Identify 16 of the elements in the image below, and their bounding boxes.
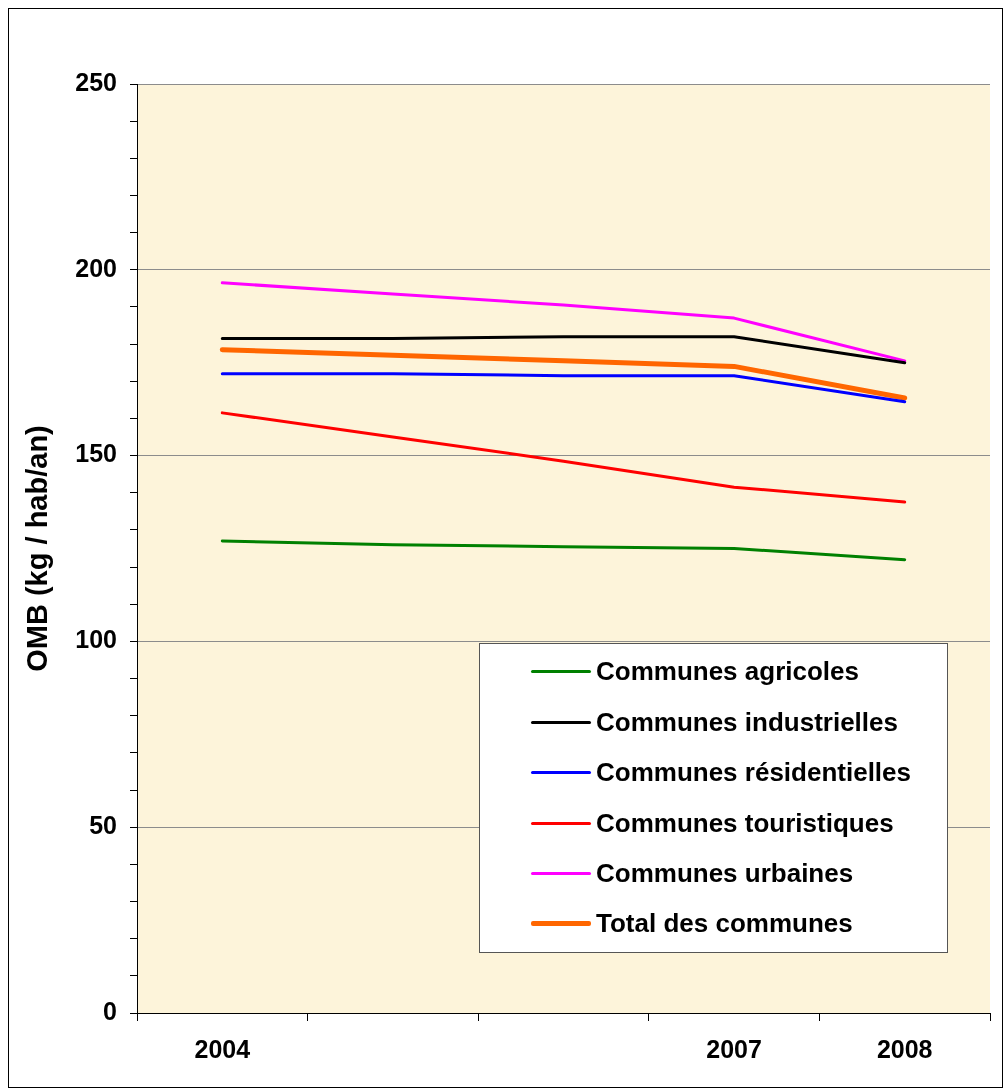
x-tick-label: 2008: [876, 1034, 933, 1063]
y-tick-label: 100: [75, 625, 117, 654]
y-tick-label: 0: [103, 996, 117, 1025]
y-axis-title: OMB (kg / hab/an): [21, 425, 54, 672]
legend-label: Communes urbaines: [596, 857, 854, 889]
legend-label: Communes industrielles: [596, 706, 898, 738]
legend-label: Total des communes: [596, 908, 853, 940]
y-tick-label: 200: [75, 253, 117, 282]
legend-label: Communes agricoles: [596, 656, 859, 688]
y-tick-label: 250: [75, 67, 117, 96]
legend-label: Communes touristiques: [596, 807, 894, 839]
y-tick-label: 50: [89, 811, 117, 840]
x-tick-label: 2004: [194, 1034, 251, 1063]
legend-label: Communes résidentielles: [596, 757, 911, 789]
x-tick-label: 2007: [706, 1034, 762, 1063]
y-tick-label: 150: [75, 439, 117, 468]
